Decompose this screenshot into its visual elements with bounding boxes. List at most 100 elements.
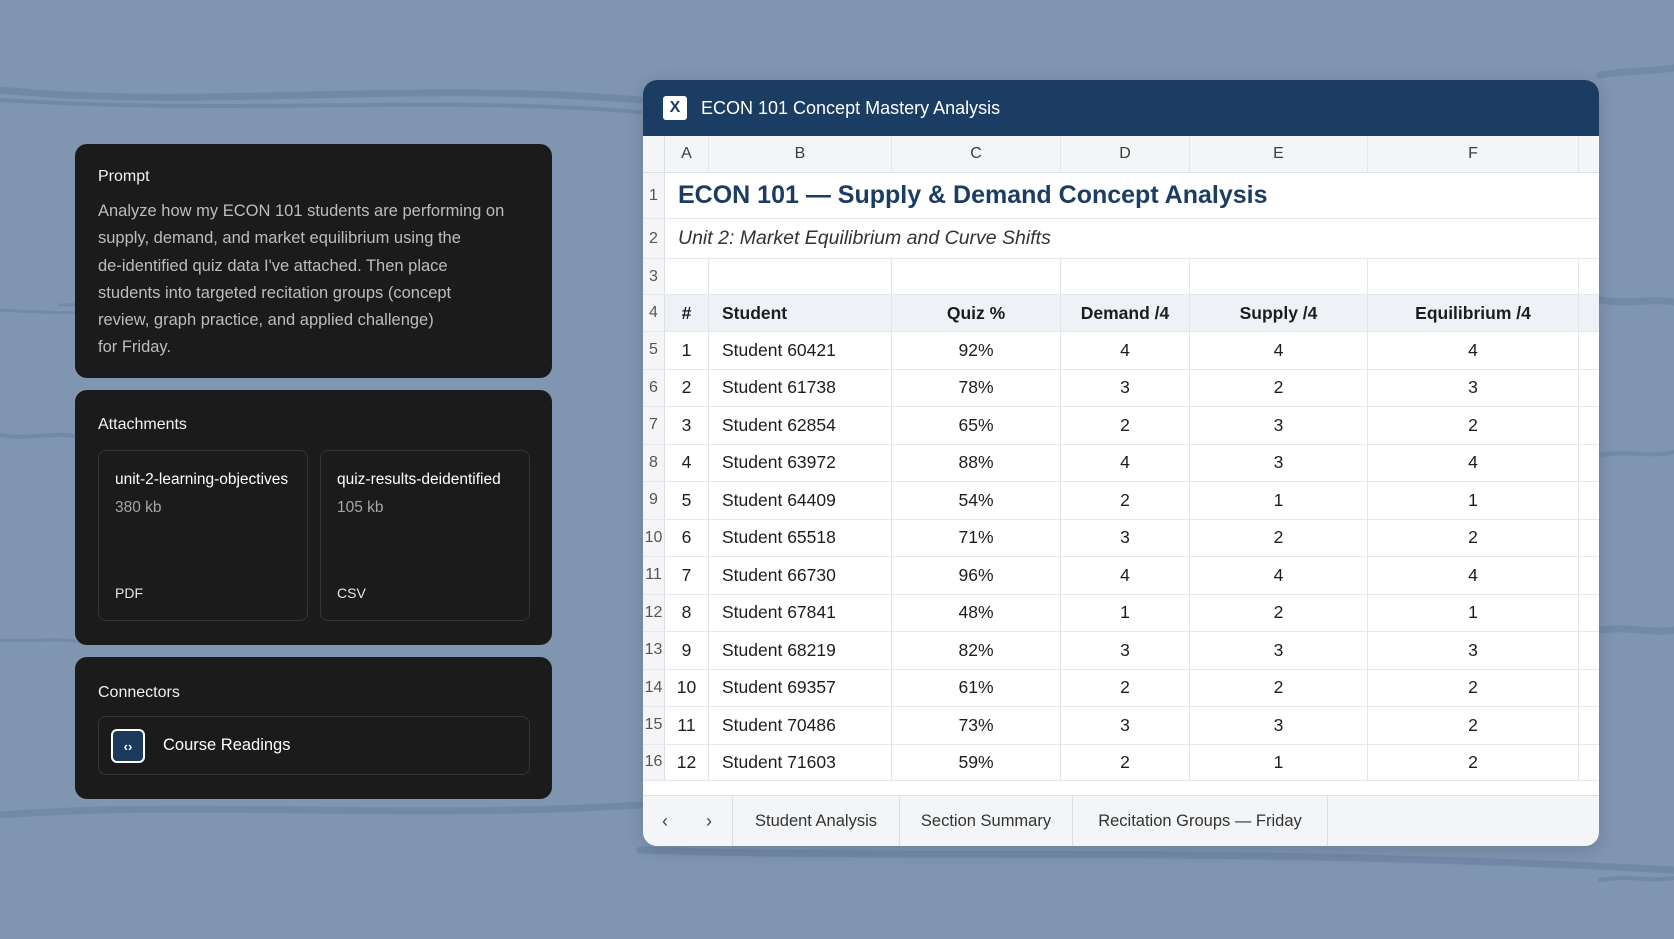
row-number[interactable]: 6: [643, 369, 665, 406]
data-cell[interactable]: 11: [665, 707, 709, 744]
data-cell[interactable]: 4: [1061, 444, 1190, 481]
sheet-subtitle-cell[interactable]: Unit 2: Market Equilibrium and Curve Shi…: [665, 219, 1599, 258]
data-cell[interactable]: 2: [1061, 407, 1190, 444]
row-number[interactable]: 15: [643, 707, 665, 744]
data-cell[interactable]: 78%: [892, 369, 1061, 406]
tab-student-analysis[interactable]: Student Analysis: [732, 796, 899, 846]
data-cell[interactable]: 7: [665, 557, 709, 594]
data-cell[interactable]: 54%: [892, 482, 1061, 519]
row-number[interactable]: 1: [643, 173, 665, 218]
header-cell[interactable]: Quiz %: [892, 295, 1061, 331]
data-cell[interactable]: 73%: [892, 707, 1061, 744]
column-header-a[interactable]: A: [665, 136, 709, 172]
data-cell[interactable]: 3: [1368, 632, 1579, 669]
data-cell[interactable]: 2: [1190, 669, 1368, 706]
empty-cell[interactable]: [1061, 259, 1190, 294]
tab-recitation-groups-friday[interactable]: Recitation Groups — Friday: [1072, 796, 1328, 846]
data-cell[interactable]: Student 60421: [709, 332, 892, 369]
data-cell[interactable]: 3: [1061, 369, 1190, 406]
data-cell[interactable]: 65%: [892, 407, 1061, 444]
row-number[interactable]: 12: [643, 594, 665, 631]
data-cell[interactable]: 2: [1190, 594, 1368, 631]
data-cell[interactable]: Student 67841: [709, 594, 892, 631]
empty-cell[interactable]: [709, 259, 892, 294]
data-cell[interactable]: 10: [665, 669, 709, 706]
data-cell[interactable]: Student 66730: [709, 557, 892, 594]
empty-cell[interactable]: [1190, 259, 1368, 294]
data-cell[interactable]: 2: [665, 369, 709, 406]
row-number[interactable]: 13: [643, 632, 665, 669]
data-cell[interactable]: 1: [1061, 594, 1190, 631]
attachment-tile[interactable]: quiz-results-deidentified 105 kb CSV: [320, 450, 530, 621]
row-number[interactable]: 8: [643, 444, 665, 481]
data-cell[interactable]: Student 64409: [709, 482, 892, 519]
data-cell[interactable]: 6: [665, 519, 709, 556]
connector-course-readings[interactable]: ‹› Course Readings: [98, 716, 530, 775]
data-cell[interactable]: 3: [1061, 519, 1190, 556]
data-cell[interactable]: 3: [1061, 707, 1190, 744]
data-cell[interactable]: 3: [1190, 444, 1368, 481]
data-cell[interactable]: 2: [1368, 707, 1579, 744]
data-cell[interactable]: 4: [1061, 332, 1190, 369]
row-number[interactable]: 9: [643, 482, 665, 519]
data-cell[interactable]: Student 70486: [709, 707, 892, 744]
row-number[interactable]: 14: [643, 669, 665, 706]
data-cell[interactable]: Student 68219: [709, 632, 892, 669]
data-cell[interactable]: 4: [1368, 444, 1579, 481]
empty-cell[interactable]: [665, 259, 709, 294]
data-cell[interactable]: 12: [665, 744, 709, 780]
row-number[interactable]: 5: [643, 332, 665, 369]
data-cell[interactable]: 4: [665, 444, 709, 481]
data-cell[interactable]: 88%: [892, 444, 1061, 481]
data-cell[interactable]: 2: [1061, 482, 1190, 519]
row-number[interactable]: 3: [643, 259, 665, 294]
sheet-title-cell[interactable]: ECON 101 — Supply & Demand Concept Analy…: [665, 173, 1599, 218]
data-cell[interactable]: 61%: [892, 669, 1061, 706]
data-cell[interactable]: Student 63972: [709, 444, 892, 481]
data-cell[interactable]: Student 62854: [709, 407, 892, 444]
data-cell[interactable]: 1: [1368, 594, 1579, 631]
tab-section-summary[interactable]: Section Summary: [899, 796, 1072, 846]
data-cell[interactable]: Student 61738: [709, 369, 892, 406]
row-number[interactable]: 4: [643, 295, 665, 331]
data-cell[interactable]: 2: [1368, 669, 1579, 706]
data-cell[interactable]: 3: [665, 407, 709, 444]
row-number[interactable]: 2: [643, 219, 665, 258]
empty-cell[interactable]: [1368, 259, 1579, 294]
row-number[interactable]: 11: [643, 557, 665, 594]
data-cell[interactable]: 4: [1061, 557, 1190, 594]
data-cell[interactable]: 1: [665, 332, 709, 369]
data-cell[interactable]: 2: [1368, 744, 1579, 780]
data-cell[interactable]: 3: [1368, 369, 1579, 406]
data-cell[interactable]: 4: [1368, 557, 1579, 594]
data-cell[interactable]: 3: [1190, 407, 1368, 444]
data-cell[interactable]: 4: [1368, 332, 1579, 369]
data-cell[interactable]: 2: [1368, 407, 1579, 444]
data-cell[interactable]: 71%: [892, 519, 1061, 556]
header-cell[interactable]: Demand /4: [1061, 295, 1190, 331]
data-cell[interactable]: Student 69357: [709, 669, 892, 706]
data-cell[interactable]: 96%: [892, 557, 1061, 594]
data-cell[interactable]: 82%: [892, 632, 1061, 669]
column-header-f[interactable]: F: [1368, 136, 1579, 172]
column-header-b[interactable]: B: [709, 136, 892, 172]
tab-next-arrow[interactable]: ›: [706, 811, 712, 831]
row-number[interactable]: 7: [643, 407, 665, 444]
header-cell[interactable]: Equilibrium /4: [1368, 295, 1579, 331]
data-cell[interactable]: 2: [1061, 669, 1190, 706]
attachment-tile[interactable]: unit-2-learning-objectives 380 kb PDF: [98, 450, 308, 621]
data-cell[interactable]: 1: [1190, 744, 1368, 780]
row-number[interactable]: 16: [643, 744, 665, 780]
data-cell[interactable]: 9: [665, 632, 709, 669]
data-cell[interactable]: 92%: [892, 332, 1061, 369]
data-cell[interactable]: 59%: [892, 744, 1061, 780]
data-cell[interactable]: 2: [1061, 744, 1190, 780]
data-cell[interactable]: Student 71603: [709, 744, 892, 780]
column-header-c[interactable]: C: [892, 136, 1061, 172]
data-cell[interactable]: 2: [1190, 519, 1368, 556]
data-cell[interactable]: 1: [1190, 482, 1368, 519]
data-cell[interactable]: 4: [1190, 557, 1368, 594]
column-header-e[interactable]: E: [1190, 136, 1368, 172]
empty-cell[interactable]: [892, 259, 1061, 294]
header-cell[interactable]: Student: [709, 295, 892, 331]
